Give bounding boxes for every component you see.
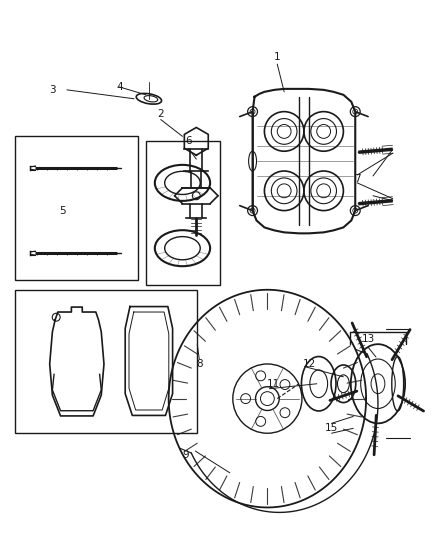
Text: 15: 15 bbox=[325, 423, 338, 433]
Text: 9: 9 bbox=[182, 450, 189, 460]
Text: 5: 5 bbox=[59, 206, 65, 215]
Bar bbox=[146, 141, 220, 285]
Text: 8: 8 bbox=[196, 359, 202, 369]
Text: 1: 1 bbox=[274, 52, 281, 62]
Text: 12: 12 bbox=[303, 359, 317, 369]
Bar bbox=[14, 290, 197, 433]
Text: 2: 2 bbox=[157, 109, 164, 119]
Text: 11: 11 bbox=[267, 379, 280, 389]
Text: 7: 7 bbox=[354, 174, 360, 184]
Text: 4: 4 bbox=[116, 82, 123, 92]
Text: 6: 6 bbox=[185, 136, 192, 147]
Text: 13: 13 bbox=[361, 334, 375, 344]
Text: 3: 3 bbox=[49, 85, 56, 95]
Bar bbox=[14, 136, 138, 280]
